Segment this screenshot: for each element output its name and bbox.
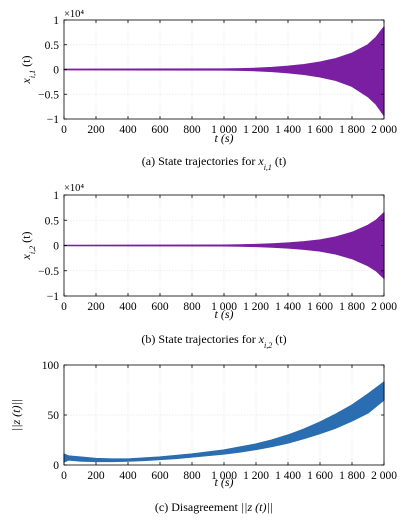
panel-caption: (a) State trajectories for xi,1 (t) bbox=[142, 154, 287, 172]
y-tick-label: 100 bbox=[42, 360, 60, 372]
y-tick-label: 0 bbox=[53, 65, 59, 77]
x-tick-label: 1 000 bbox=[211, 301, 237, 313]
panel-caption: (c) Disagreement ||z (t)|| bbox=[155, 500, 273, 514]
x-axis-label: t (s) bbox=[215, 307, 234, 321]
x-tick-label: 200 bbox=[87, 301, 105, 313]
x-tick-label: 400 bbox=[119, 124, 137, 136]
x-tick-label: 1 000 bbox=[211, 124, 237, 136]
x-tick-label: 1 800 bbox=[339, 470, 365, 482]
x-tick-label: 1 200 bbox=[243, 470, 269, 482]
x-tick-label: 1 800 bbox=[339, 301, 365, 313]
x-tick-label: 200 bbox=[87, 124, 105, 136]
y-tick-label: −1 bbox=[47, 291, 59, 303]
y-axis-label: xi,1 (t) bbox=[19, 56, 37, 85]
x-tick-label: 1 400 bbox=[275, 470, 301, 482]
y-tick-label: 0.5 bbox=[45, 215, 60, 227]
x-tick-label: 200 bbox=[87, 470, 105, 482]
x-tick-label: 1 200 bbox=[243, 301, 269, 313]
y-tick-label: 1 bbox=[53, 15, 59, 27]
y-tick-label: 0.5 bbox=[45, 40, 60, 52]
y-tick-label: 1 bbox=[53, 190, 59, 202]
panel-c: 0 200 400 600 800 1 000 1 200 1 400 1 600 1 800 2 … bbox=[9, 360, 397, 514]
x-tick-label: 800 bbox=[183, 124, 201, 136]
x-tick-label: 400 bbox=[119, 470, 137, 482]
y-tick-label: −0.5 bbox=[38, 266, 59, 278]
x-tick-label: 1 600 bbox=[307, 301, 333, 313]
x-tick-label: 1 600 bbox=[307, 124, 333, 136]
x-tick-label: 1 200 bbox=[243, 124, 269, 136]
x-tick-label: 2 000 bbox=[371, 301, 397, 313]
panel-b: 0 200 400 600 800 1 000 1 200 1 400 1 600 1 800 2 … bbox=[19, 183, 397, 350]
y-tick-label: −0.5 bbox=[38, 89, 59, 101]
panel-a: 0 200 400 600 800 1 000 1 200 1 400 1 600 1 800 2 … bbox=[19, 9, 397, 172]
y-tick-label: 0 bbox=[53, 460, 59, 472]
x-tick-label: 2 000 bbox=[371, 124, 397, 136]
y-tick-label: −1 bbox=[47, 114, 59, 126]
x-tick-label: 0 bbox=[61, 470, 67, 482]
axis-exponent-label: ×10⁴ bbox=[64, 183, 84, 194]
x-tick-label: 600 bbox=[151, 301, 169, 313]
x-tick-label: 800 bbox=[183, 301, 201, 313]
x-axis-label: t (s) bbox=[215, 475, 234, 489]
panel-caption: (b) State trajectories for xi,2 (t) bbox=[141, 332, 286, 350]
x-tick-label: 1 600 bbox=[307, 470, 333, 482]
y-axis-label: xi,2 (t) bbox=[19, 232, 37, 261]
axis-exponent-label: ×10⁴ bbox=[64, 9, 84, 20]
x-axis-label: t (s) bbox=[215, 131, 234, 145]
x-tick-label: 2 000 bbox=[371, 470, 397, 482]
y-axis-label: ||z (t)|| bbox=[9, 399, 23, 431]
x-tick-label: 0 bbox=[61, 124, 67, 136]
y-tick-label: 50 bbox=[48, 410, 60, 422]
x-tick-label: 600 bbox=[151, 124, 169, 136]
x-tick-label: 1 400 bbox=[275, 124, 301, 136]
x-tick-label: 1 800 bbox=[339, 124, 365, 136]
x-tick-label: 400 bbox=[119, 301, 137, 313]
x-tick-label: 0 bbox=[61, 301, 67, 313]
x-tick-label: 1 000 bbox=[211, 470, 237, 482]
x-tick-label: 1 400 bbox=[275, 301, 301, 313]
x-tick-label: 600 bbox=[151, 470, 169, 482]
x-tick-label: 800 bbox=[183, 470, 201, 482]
y-tick-label: 0 bbox=[53, 241, 59, 253]
